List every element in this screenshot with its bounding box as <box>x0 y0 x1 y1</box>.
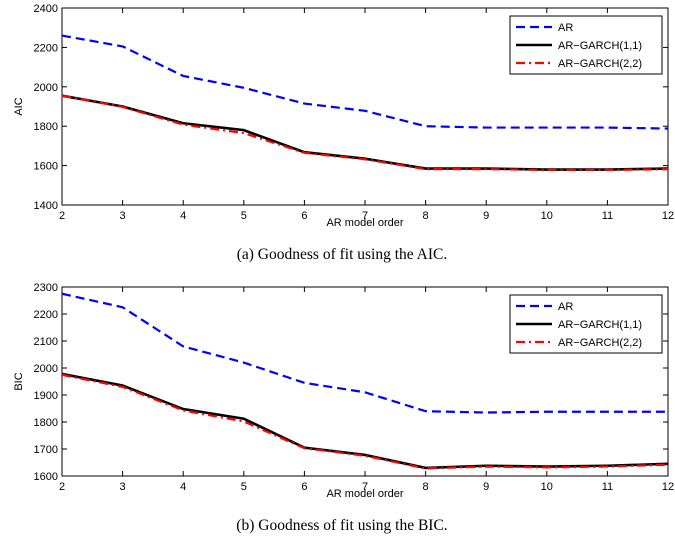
series-line-ar <box>61 292 668 414</box>
y-tick-label: 1600 <box>34 471 58 483</box>
y-tick-label: 1800 <box>34 121 58 133</box>
y-tick-label: 2200 <box>34 309 58 321</box>
legend-bic: AR AR−GARCH(1,1) AR−GARCH(2,2) <box>509 294 663 354</box>
legend-label: AR <box>558 22 573 34</box>
x-tick-label: 6 <box>301 210 307 222</box>
series-line-ar-garch-22 <box>61 373 669 470</box>
x-tick-label: 10 <box>541 210 553 222</box>
series-bic <box>61 292 669 470</box>
y-ticks-bic: 1600 1700 1800 1900 2000 2100 2200 2300 <box>34 282 668 483</box>
x-ticks-aic: 2 3 4 5 6 7 8 9 10 11 12 <box>59 8 674 222</box>
y-axis-label-aic: AIC <box>13 97 25 115</box>
x-axis-label-aic: AR model order <box>326 217 403 229</box>
x-tick-label: 6 <box>301 481 307 493</box>
x-tick-label: 8 <box>423 210 429 222</box>
caption-aic: (a) Goodness of fit using the AIC. <box>237 246 448 263</box>
panel-aic: 2 3 4 5 6 7 8 9 10 11 12 140016001800200022002400 … <box>13 3 674 263</box>
y-tick-label: 2200 <box>34 42 58 54</box>
x-tick-label: 4 <box>180 481 186 493</box>
y-tick-label: 1700 <box>34 444 58 456</box>
y-tick-label: 1800 <box>34 417 58 429</box>
panel-bic: 2 3 4 5 6 7 8 9 10 11 12 1600170018001900200021002… <box>13 282 674 534</box>
legend-label: AR−GARCH(1,1) <box>558 40 642 52</box>
x-tick-label: 12 <box>662 481 674 493</box>
x-tick-label: 3 <box>120 210 126 222</box>
x-tick-label: 7 <box>362 210 368 222</box>
x-tick-label: 3 <box>120 481 126 493</box>
x-tick-label: 5 <box>241 210 247 222</box>
x-tick-label: 9 <box>483 481 489 493</box>
x-tick-label: 5 <box>241 481 247 493</box>
series-line-ar <box>61 34 669 130</box>
x-ticks-bic: 2 3 4 5 6 7 8 9 10 11 12 <box>59 287 674 493</box>
y-tick-label: 1900 <box>34 390 58 402</box>
y-tick-label: 1600 <box>34 161 58 173</box>
x-tick-label: 10 <box>541 481 553 493</box>
x-tick-label: 12 <box>662 210 674 222</box>
y-tick-label: 2300 <box>34 282 58 294</box>
y-tick-label: 2000 <box>34 363 58 375</box>
y-tick-label: 2000 <box>34 82 58 94</box>
legend-label: AR−GARCH(2,2) <box>558 58 642 70</box>
y-tick-label: 2100 <box>34 336 58 348</box>
x-tick-label: 4 <box>180 210 186 222</box>
legend-label: AR−GARCH(1,1) <box>558 319 642 331</box>
caption-bic: (b) Goodness of fit using the BIC. <box>236 517 447 534</box>
x-tick-label: 2 <box>59 210 65 222</box>
x-tick-label: 2 <box>59 481 65 493</box>
series-aic <box>61 34 669 172</box>
y-axis-label-bic: BIC <box>13 372 25 390</box>
x-tick-label: 11 <box>602 481 613 493</box>
series-line-ar-garch-11 <box>61 372 669 470</box>
x-tick-label: 8 <box>423 481 429 493</box>
legend-aic: AR AR−GARCH(1,1) AR−GARCH(2,2) <box>509 15 663 75</box>
y-ticks-aic: 1400 1600 1800 2000 2200 2400 <box>34 3 668 212</box>
y-tick-label: 2400 <box>34 3 58 15</box>
x-tick-label: 11 <box>602 210 613 222</box>
legend-label: AR−GARCH(2,2) <box>558 337 642 349</box>
x-axis-label-bic: AR model order <box>326 488 403 500</box>
x-tick-label: 9 <box>483 210 489 222</box>
series-line-ar-garch-22 <box>61 94 669 172</box>
y-tick-label: 1400 <box>34 200 58 212</box>
x-tick-label: 7 <box>362 481 368 493</box>
legend-label: AR <box>558 301 573 313</box>
